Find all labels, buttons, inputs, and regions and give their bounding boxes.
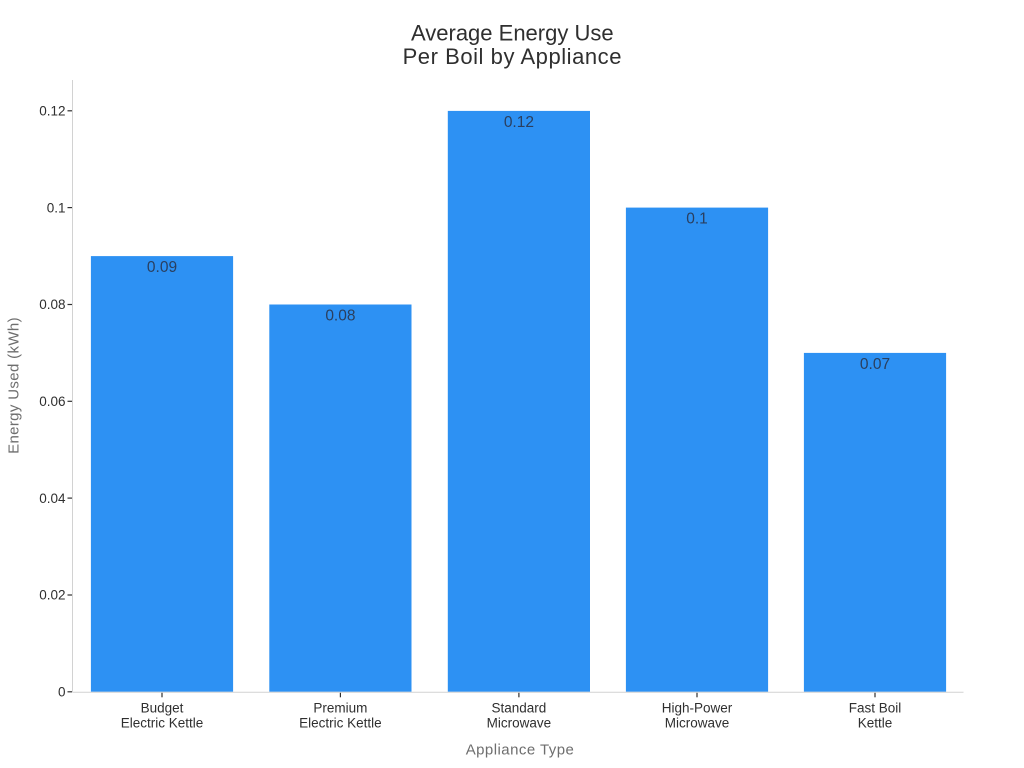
svg-text:0.06: 0.06 bbox=[39, 394, 65, 409]
svg-text:0.12: 0.12 bbox=[504, 114, 534, 131]
svg-text:0.02: 0.02 bbox=[39, 588, 65, 603]
svg-text:Budget: Budget bbox=[141, 701, 184, 716]
svg-text:0.07: 0.07 bbox=[860, 356, 890, 373]
svg-text:Microwave: Microwave bbox=[487, 715, 552, 730]
svg-text:0.09: 0.09 bbox=[147, 259, 177, 276]
svg-text:0.08: 0.08 bbox=[39, 297, 65, 312]
svg-text:Premium: Premium bbox=[313, 701, 367, 716]
svg-text:Microwave: Microwave bbox=[665, 715, 730, 730]
svg-text:Electric Kettle: Electric Kettle bbox=[121, 715, 204, 730]
svg-text:0.12: 0.12 bbox=[39, 104, 65, 119]
svg-text:Electric Kettle: Electric Kettle bbox=[299, 715, 382, 730]
svg-text:Appliance Type: Appliance Type bbox=[466, 742, 575, 759]
svg-text:Kettle: Kettle bbox=[858, 715, 893, 730]
svg-text:Fast Boil: Fast Boil bbox=[849, 701, 902, 716]
svg-text:0.1: 0.1 bbox=[686, 211, 708, 228]
svg-text:0: 0 bbox=[58, 685, 66, 700]
svg-text:Per Boil by Appliance: Per Boil by Appliance bbox=[403, 44, 622, 69]
svg-text:Standard: Standard bbox=[492, 701, 547, 716]
svg-text:Energy Used (kWh): Energy Used (kWh) bbox=[6, 317, 23, 454]
svg-text:0.1: 0.1 bbox=[47, 200, 66, 215]
svg-text:Average Energy Use: Average Energy Use bbox=[411, 21, 614, 46]
svg-text:0.08: 0.08 bbox=[325, 308, 355, 325]
svg-text:0.04: 0.04 bbox=[39, 491, 66, 506]
svg-text:High-Power: High-Power bbox=[662, 701, 733, 716]
